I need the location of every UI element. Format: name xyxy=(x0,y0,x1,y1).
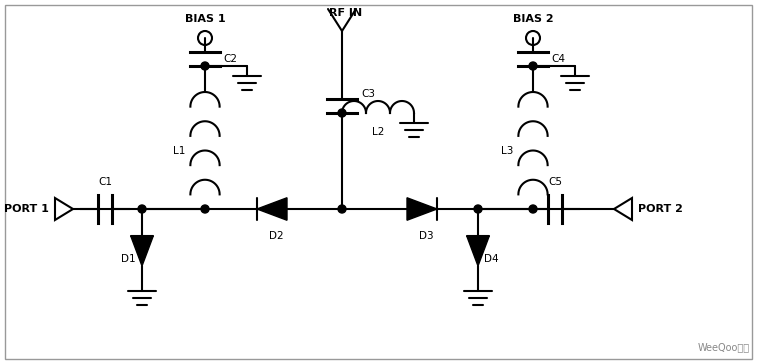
Text: C1: C1 xyxy=(98,177,112,187)
Text: BIAS 1: BIAS 1 xyxy=(185,14,226,24)
Circle shape xyxy=(201,62,209,70)
Text: PORT 2: PORT 2 xyxy=(638,204,683,214)
Circle shape xyxy=(529,205,537,213)
Text: PORT 1: PORT 1 xyxy=(4,204,49,214)
Text: C2: C2 xyxy=(223,54,237,64)
Text: WeeQoo维库: WeeQoo维库 xyxy=(698,342,750,352)
Polygon shape xyxy=(131,236,153,266)
Circle shape xyxy=(138,205,146,213)
Circle shape xyxy=(529,62,537,70)
Polygon shape xyxy=(257,198,287,220)
Text: BIAS 2: BIAS 2 xyxy=(512,14,553,24)
Text: D4: D4 xyxy=(484,254,499,264)
Text: C4: C4 xyxy=(551,54,565,64)
Polygon shape xyxy=(407,198,437,220)
Text: L1: L1 xyxy=(173,146,185,155)
Text: L3: L3 xyxy=(500,146,513,155)
Text: RF IN: RF IN xyxy=(329,8,363,18)
Text: D2: D2 xyxy=(269,231,283,241)
Text: D3: D3 xyxy=(419,231,433,241)
Circle shape xyxy=(338,109,346,117)
Polygon shape xyxy=(467,236,489,266)
Text: C5: C5 xyxy=(548,177,562,187)
Circle shape xyxy=(474,205,482,213)
Text: D1: D1 xyxy=(121,254,136,264)
Text: L2: L2 xyxy=(372,127,385,137)
Text: C3: C3 xyxy=(361,89,375,99)
Circle shape xyxy=(338,205,346,213)
Circle shape xyxy=(201,205,209,213)
